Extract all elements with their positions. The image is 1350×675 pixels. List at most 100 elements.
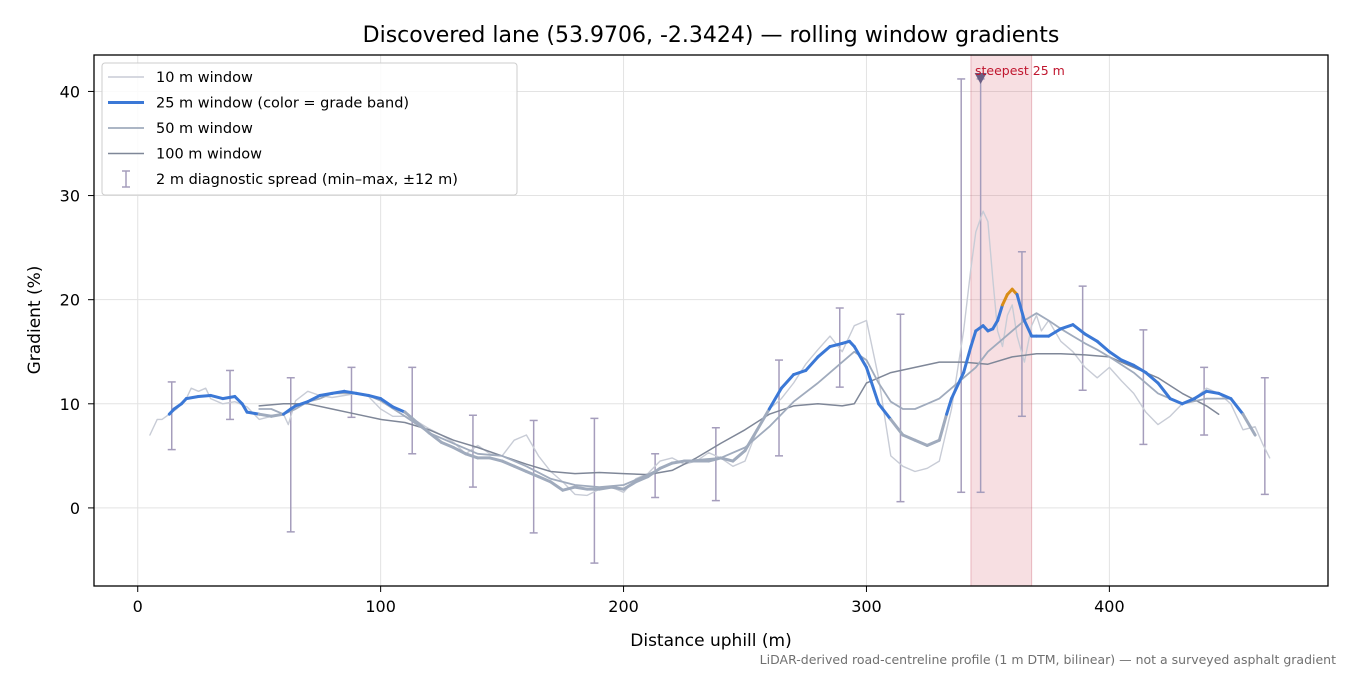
series-25m-segment — [196, 393, 213, 399]
series-25m-segment — [403, 410, 419, 425]
series-25m-segment — [962, 345, 973, 375]
series-10m-line — [149, 210, 1271, 497]
series-25m-segment — [488, 456, 504, 463]
series-25m-segment — [1059, 323, 1075, 331]
x-tick-label: 0 — [133, 597, 143, 616]
legend-label: 100 m window — [156, 147, 262, 163]
series-25m-segment — [731, 449, 747, 463]
legend: 10 m window 25 m window (color = grade ba… — [101, 62, 518, 196]
legend-label: 50 m window — [156, 121, 253, 137]
series-25m-segment — [755, 407, 771, 432]
series-25m-segment — [549, 480, 565, 492]
series-25m-segment — [597, 485, 613, 491]
series-25m-segment — [452, 446, 468, 456]
series-25m-segment — [1047, 327, 1063, 338]
series-25m-segment — [1241, 412, 1257, 437]
x-tick-label: 100 — [365, 597, 396, 616]
series-25m-segment — [1120, 358, 1136, 367]
series-25m-segment — [670, 459, 686, 465]
y-tick-label: 30 — [60, 187, 80, 206]
series-25m-segment — [500, 459, 516, 468]
series-25m-segment — [209, 393, 225, 401]
series-25m-segment — [816, 345, 832, 359]
series-25m-segment — [719, 456, 735, 463]
series-25m-segment — [354, 391, 370, 397]
series-25m-segment — [330, 389, 346, 395]
series-25m-segment — [366, 393, 383, 401]
series-25m-segment — [306, 393, 322, 404]
series-25m-segment — [634, 475, 650, 484]
series-25m-segment — [379, 397, 395, 409]
series-25m-segment — [743, 428, 759, 453]
series-25m-segment — [1229, 397, 1245, 416]
series-25m-segment — [792, 368, 808, 377]
series-25m-segment — [1000, 292, 1009, 307]
series-25m-segment — [852, 345, 868, 369]
series-25m-segment — [646, 466, 662, 479]
series-25m-segment — [1168, 397, 1184, 406]
series-25m-segment — [767, 386, 783, 411]
series-25m-segment — [1015, 292, 1026, 322]
series-25m-segment — [1071, 323, 1087, 336]
chart-title: Discovered lane (53.9706, -2.3424) — rol… — [363, 23, 1060, 48]
series-25m-segment — [609, 485, 626, 491]
series-lines — [149, 210, 1271, 497]
series-25m-segment — [427, 431, 443, 444]
series-25m-segment — [945, 397, 953, 416]
x-tick-label: 400 — [1094, 597, 1125, 616]
series-25m-segment — [1180, 397, 1196, 406]
legend-label: 25 m window (color = grade band) — [156, 96, 409, 112]
series-25m-segment — [233, 395, 244, 406]
x-tick-label: 200 — [608, 597, 639, 616]
series-25m-segment — [573, 485, 589, 491]
series-25m-segment — [1156, 381, 1172, 401]
series-25m-segment — [969, 329, 978, 349]
series-25m-segment — [1107, 350, 1124, 362]
series-25m-segment — [1083, 332, 1099, 343]
y-tick-label: 40 — [60, 82, 80, 101]
series-25m-segment — [1217, 391, 1233, 401]
series-25m-segment — [415, 421, 431, 435]
series-25m-segment — [622, 480, 638, 491]
steepest-label: steepest 25 m — [975, 63, 1065, 78]
series-25m-segment — [342, 389, 358, 395]
series-25m-segment — [991, 319, 1000, 331]
series-25m-segment — [828, 341, 844, 349]
series-25m-segment — [1205, 389, 1221, 395]
series-25m-segment — [245, 410, 261, 416]
series-25m-segment — [1022, 319, 1034, 338]
series-25m-segment — [318, 391, 334, 397]
x-axis-ticks: 0 100 200 300 400 — [133, 586, 1125, 616]
series-25m-segment — [996, 303, 1004, 322]
series-25m-segment — [221, 395, 237, 401]
series-25m-segment — [804, 355, 820, 372]
plot-frame — [93, 54, 1329, 587]
series-25m-segment — [925, 438, 941, 447]
series-25m-segment — [512, 464, 528, 473]
series-25m-segment — [439, 440, 456, 450]
series-25m-segment — [658, 461, 674, 470]
steepest-marker — [974, 72, 987, 84]
series-25m-segment — [1095, 339, 1111, 354]
legend-box — [101, 62, 518, 196]
series-25m-segment — [257, 412, 273, 418]
y-tick-label: 20 — [60, 291, 80, 310]
series-25m-segment — [1132, 363, 1148, 375]
steepest-marker-triangle — [974, 72, 987, 84]
x-tick-label: 300 — [851, 597, 882, 616]
series-25m-segment — [1144, 371, 1160, 385]
series-25m-segment — [889, 417, 905, 437]
y-tick-label: 10 — [60, 395, 80, 414]
series-25m-segment — [240, 402, 249, 414]
series-25m-segment — [184, 395, 200, 401]
series-25m-segment — [269, 412, 285, 418]
series-25m-segment — [561, 485, 577, 492]
legend-label: 2 m diagnostic spread (min–max, ±12 m) — [156, 172, 458, 188]
series-25m-segment — [937, 412, 949, 442]
legend-label: 10 m window — [156, 70, 253, 86]
series-25m-segment — [524, 469, 541, 479]
spread-error-bars — [167, 78, 1269, 564]
y-tick-label: 0 — [70, 499, 80, 518]
x-axis-label: Distance uphill (m) — [630, 631, 791, 651]
